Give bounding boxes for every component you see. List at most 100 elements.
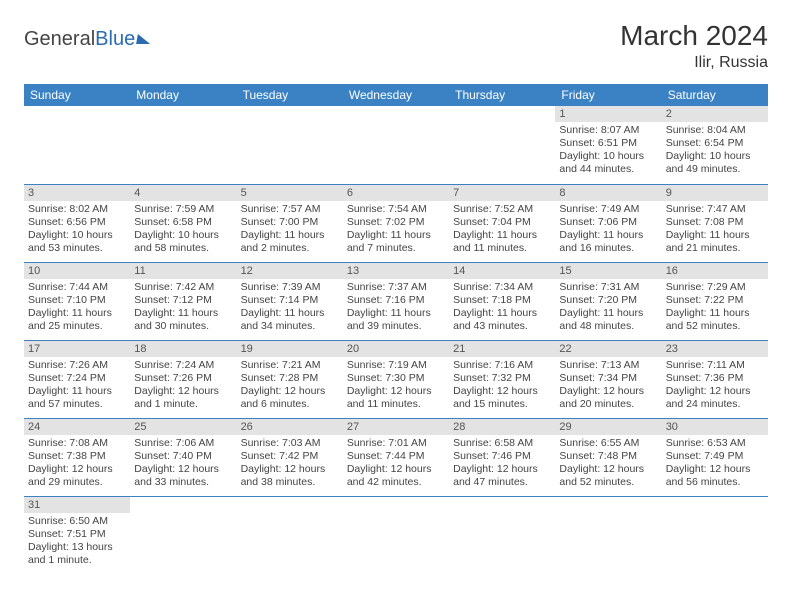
calendar-day-cell: 28Sunrise: 6:58 AMSunset: 7:46 PMDayligh… [449,418,555,496]
calendar-empty-cell [555,496,661,574]
day-number: 5 [237,185,343,201]
calendar-day-cell: 6Sunrise: 7:54 AMSunset: 7:02 PMDaylight… [343,184,449,262]
day-data: Sunrise: 7:19 AMSunset: 7:30 PMDaylight:… [343,357,449,416]
day-data: Sunrise: 7:57 AMSunset: 7:00 PMDaylight:… [237,201,343,260]
calendar-empty-cell [449,496,555,574]
weekday-header: Saturday [662,84,768,106]
day-data: Sunrise: 6:53 AMSunset: 7:49 PMDaylight:… [662,435,768,494]
day-data: Sunrise: 7:24 AMSunset: 7:26 PMDaylight:… [130,357,236,416]
day-data: Sunrise: 7:29 AMSunset: 7:22 PMDaylight:… [662,279,768,338]
day-number: 27 [343,419,449,435]
calendar-day-cell: 1Sunrise: 8:07 AMSunset: 6:51 PMDaylight… [555,106,661,184]
calendar-empty-cell [130,496,236,574]
day-number: 17 [24,341,130,357]
day-number: 23 [662,341,768,357]
day-data: Sunrise: 8:02 AMSunset: 6:56 PMDaylight:… [24,201,130,260]
day-data: Sunrise: 7:37 AMSunset: 7:16 PMDaylight:… [343,279,449,338]
calendar-week-row: 3Sunrise: 8:02 AMSunset: 6:56 PMDaylight… [24,184,768,262]
calendar-day-cell: 22Sunrise: 7:13 AMSunset: 7:34 PMDayligh… [555,340,661,418]
weekday-header: Monday [130,84,236,106]
day-number: 31 [24,497,130,513]
day-number: 18 [130,341,236,357]
calendar-week-row: 24Sunrise: 7:08 AMSunset: 7:38 PMDayligh… [24,418,768,496]
day-number: 24 [24,419,130,435]
calendar-day-cell: 9Sunrise: 7:47 AMSunset: 7:08 PMDaylight… [662,184,768,262]
calendar-day-cell: 15Sunrise: 7:31 AMSunset: 7:20 PMDayligh… [555,262,661,340]
calendar-empty-cell [343,496,449,574]
calendar-day-cell: 30Sunrise: 6:53 AMSunset: 7:49 PMDayligh… [662,418,768,496]
day-data: Sunrise: 7:16 AMSunset: 7:32 PMDaylight:… [449,357,555,416]
day-number: 20 [343,341,449,357]
weekday-header: Sunday [24,84,130,106]
day-data: Sunrise: 8:07 AMSunset: 6:51 PMDaylight:… [555,122,661,181]
calendar-day-cell: 10Sunrise: 7:44 AMSunset: 7:10 PMDayligh… [24,262,130,340]
calendar-week-row: 17Sunrise: 7:26 AMSunset: 7:24 PMDayligh… [24,340,768,418]
day-number: 8 [555,185,661,201]
calendar-day-cell: 17Sunrise: 7:26 AMSunset: 7:24 PMDayligh… [24,340,130,418]
calendar-week-row: 10Sunrise: 7:44 AMSunset: 7:10 PMDayligh… [24,262,768,340]
calendar-day-cell: 8Sunrise: 7:49 AMSunset: 7:06 PMDaylight… [555,184,661,262]
weekday-header: Friday [555,84,661,106]
day-number: 30 [662,419,768,435]
calendar-day-cell: 24Sunrise: 7:08 AMSunset: 7:38 PMDayligh… [24,418,130,496]
day-number: 10 [24,263,130,279]
calendar-day-cell: 13Sunrise: 7:37 AMSunset: 7:16 PMDayligh… [343,262,449,340]
calendar-day-cell: 12Sunrise: 7:39 AMSunset: 7:14 PMDayligh… [237,262,343,340]
calendar-day-cell: 4Sunrise: 7:59 AMSunset: 6:58 PMDaylight… [130,184,236,262]
day-data: Sunrise: 7:01 AMSunset: 7:44 PMDaylight:… [343,435,449,494]
day-data: Sunrise: 7:06 AMSunset: 7:40 PMDaylight:… [130,435,236,494]
day-data: Sunrise: 7:49 AMSunset: 7:06 PMDaylight:… [555,201,661,260]
day-number: 28 [449,419,555,435]
day-number: 6 [343,185,449,201]
calendar-empty-cell [343,106,449,184]
calendar-day-cell: 19Sunrise: 7:21 AMSunset: 7:28 PMDayligh… [237,340,343,418]
calendar-week-row: 1Sunrise: 8:07 AMSunset: 6:51 PMDaylight… [24,106,768,184]
day-data: Sunrise: 7:31 AMSunset: 7:20 PMDaylight:… [555,279,661,338]
day-number: 13 [343,263,449,279]
calendar-day-cell: 5Sunrise: 7:57 AMSunset: 7:00 PMDaylight… [237,184,343,262]
calendar-day-cell: 26Sunrise: 7:03 AMSunset: 7:42 PMDayligh… [237,418,343,496]
day-number: 16 [662,263,768,279]
day-number: 11 [130,263,236,279]
day-data: Sunrise: 7:47 AMSunset: 7:08 PMDaylight:… [662,201,768,260]
day-data: Sunrise: 7:42 AMSunset: 7:12 PMDaylight:… [130,279,236,338]
calendar-day-cell: 29Sunrise: 6:55 AMSunset: 7:48 PMDayligh… [555,418,661,496]
calendar-day-cell: 16Sunrise: 7:29 AMSunset: 7:22 PMDayligh… [662,262,768,340]
calendar-day-cell: 2Sunrise: 8:04 AMSunset: 6:54 PMDaylight… [662,106,768,184]
day-data: Sunrise: 7:26 AMSunset: 7:24 PMDaylight:… [24,357,130,416]
logo-text-2: Blue [95,28,135,51]
location: Ilir, Russia [620,54,768,72]
calendar-empty-cell [24,106,130,184]
month-title: March 2024 [620,20,768,52]
day-data: Sunrise: 7:21 AMSunset: 7:28 PMDaylight:… [237,357,343,416]
day-number: 29 [555,419,661,435]
day-data: Sunrise: 7:11 AMSunset: 7:36 PMDaylight:… [662,357,768,416]
weekday-header: Wednesday [343,84,449,106]
day-data: Sunrise: 7:59 AMSunset: 6:58 PMDaylight:… [130,201,236,260]
day-number: 15 [555,263,661,279]
day-data: Sunrise: 7:44 AMSunset: 7:10 PMDaylight:… [24,279,130,338]
day-number: 4 [130,185,236,201]
weekday-header-row: SundayMondayTuesdayWednesdayThursdayFrid… [24,84,768,106]
day-number: 26 [237,419,343,435]
calendar-day-cell: 20Sunrise: 7:19 AMSunset: 7:30 PMDayligh… [343,340,449,418]
calendar-day-cell: 14Sunrise: 7:34 AMSunset: 7:18 PMDayligh… [449,262,555,340]
weekday-header: Tuesday [237,84,343,106]
day-data: Sunrise: 7:03 AMSunset: 7:42 PMDaylight:… [237,435,343,494]
day-number: 7 [449,185,555,201]
day-data: Sunrise: 6:58 AMSunset: 7:46 PMDaylight:… [449,435,555,494]
calendar-empty-cell [662,496,768,574]
day-data: Sunrise: 8:04 AMSunset: 6:54 PMDaylight:… [662,122,768,181]
day-data: Sunrise: 7:54 AMSunset: 7:02 PMDaylight:… [343,201,449,260]
logo-text-1: General [24,28,95,51]
day-data: Sunrise: 6:50 AMSunset: 7:51 PMDaylight:… [24,513,130,572]
calendar-day-cell: 21Sunrise: 7:16 AMSunset: 7:32 PMDayligh… [449,340,555,418]
logo-flag-icon [136,34,152,44]
calendar-body: 1Sunrise: 8:07 AMSunset: 6:51 PMDaylight… [24,106,768,574]
day-number: 21 [449,341,555,357]
day-data: Sunrise: 7:34 AMSunset: 7:18 PMDaylight:… [449,279,555,338]
logo: GeneralBlue [24,28,151,51]
day-number: 1 [555,106,661,122]
day-number: 14 [449,263,555,279]
calendar-day-cell: 11Sunrise: 7:42 AMSunset: 7:12 PMDayligh… [130,262,236,340]
